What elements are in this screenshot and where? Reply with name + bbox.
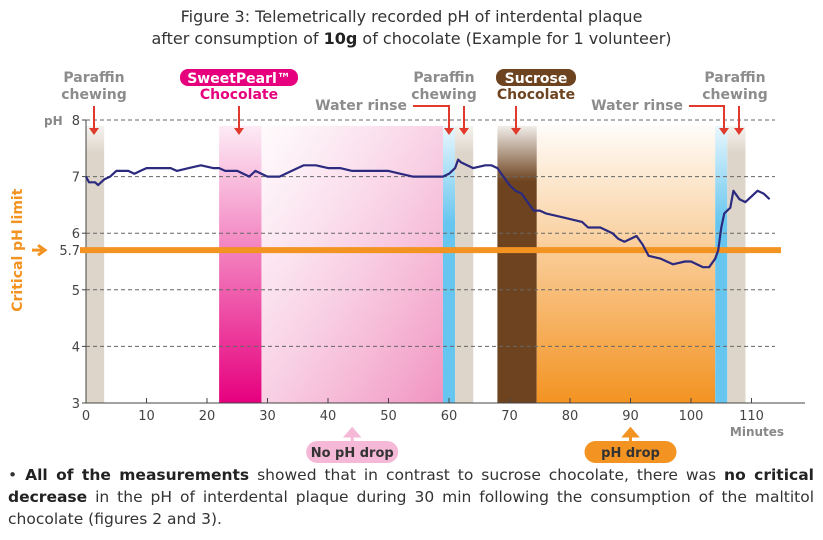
- arrow-head-icon: [734, 128, 744, 135]
- arrow-head-icon: [719, 128, 729, 135]
- no-ph-drop-label: No pH drop: [311, 446, 394, 461]
- ph-drop-label: pH drop: [601, 446, 660, 461]
- x-tick-label: 10: [138, 409, 155, 424]
- paraffin-label: Paraffin: [413, 70, 474, 86]
- x-tick-label: 0: [82, 409, 90, 424]
- paraffin-label: Paraffin: [63, 70, 124, 86]
- y-tick-label: 4: [72, 340, 80, 355]
- no-ph-drop-pill: [306, 441, 399, 463]
- critical-limit-label: Critical pH limit: [10, 188, 26, 311]
- x-tick-label: 90: [622, 409, 639, 424]
- y-tick-label: 3: [72, 397, 80, 412]
- ph-drop-pill: [584, 441, 677, 463]
- x-tick-label: 70: [501, 409, 518, 424]
- y-axis-label: pH: [44, 114, 63, 128]
- band-paraffin: [86, 126, 105, 403]
- sucrose-badge: [496, 69, 576, 86]
- sucrose-sub: Chocolate: [497, 87, 575, 103]
- sweetpearl-badge-text: SweetPearl™: [187, 71, 291, 87]
- water-rinse-label: Water rinse: [315, 98, 407, 114]
- arrow-head-icon: [459, 128, 469, 135]
- arrow-head-icon: [89, 128, 99, 135]
- title-line-1: Figure 3: Telemetrically recorded pH of …: [180, 7, 643, 26]
- x-tick-label: 80: [562, 409, 579, 424]
- band-paraffin: [455, 126, 474, 403]
- footnote: • All of the measurements showed that in…: [8, 464, 814, 530]
- y-tick-label: 7: [72, 171, 80, 186]
- y-tick-label: 8: [72, 114, 80, 129]
- note-bold-1: All of the measurements: [25, 466, 250, 484]
- ph-curve: [85, 158, 771, 269]
- arrow-right-icon: [32, 243, 48, 257]
- note-text-2: in the pH of interdental plaque during 3…: [8, 488, 814, 528]
- x-axis-label: Minutes: [730, 425, 784, 439]
- band-water: [442, 126, 456, 403]
- x-tick-label: 60: [441, 409, 458, 424]
- sweetpearl-sub: Chocolate: [200, 87, 278, 103]
- paraffin-label: chewing: [411, 87, 476, 103]
- water-rinse-label: Water rinse: [591, 98, 683, 114]
- x-tick-label: 50: [380, 409, 397, 424]
- arrow-head-icon: [511, 128, 521, 135]
- y-tick-label: 6: [72, 227, 80, 242]
- x-tick-label: 100: [679, 409, 704, 424]
- water-rinse-connector: [689, 105, 725, 128]
- water-rinse-connector: [413, 105, 450, 128]
- band-sweetpearl-after: [261, 126, 443, 403]
- critical-limit-value: 5.7: [59, 244, 80, 259]
- band-paraffin: [727, 126, 746, 403]
- band-water: [715, 126, 728, 403]
- x-tick-label: 20: [199, 409, 216, 424]
- bullet: •: [8, 466, 18, 484]
- arrow-head-icon: [444, 128, 454, 135]
- band-sucrose-after: [536, 126, 716, 403]
- x-tick-label: 40: [320, 409, 337, 424]
- title-line-2: after consumption of 10g of chocolate (E…: [0, 28, 823, 50]
- chart-title: Figure 3: Telemetrically recorded pH of …: [0, 6, 823, 50]
- note-bold-2: no critical decrease: [8, 466, 814, 506]
- ph-chart: 3 4 5 6 7 8 pH 0 10 20 30 40 50 60 70 80 90 100 110Minutes…: [10, 69, 805, 463]
- x-tick-label: 30: [259, 409, 276, 424]
- paraffin-label: chewing: [702, 87, 767, 103]
- x-tick-label: 110: [739, 409, 764, 424]
- title-text: after consumption of: [151, 29, 324, 48]
- title-bold: 10g: [323, 29, 358, 48]
- note-text-1: showed that in contrast to sucrose choco…: [249, 466, 725, 484]
- sweetpearl-badge: [180, 69, 298, 86]
- title-text: of chocolate (Example for 1 volunteer): [357, 29, 672, 48]
- band-sweetpearl: [219, 126, 262, 403]
- sucrose-badge-text: Sucrose: [505, 71, 568, 87]
- arrow-head-icon: [234, 128, 244, 135]
- y-tick-label: 5: [72, 284, 80, 299]
- band-sucrose: [497, 126, 537, 403]
- paraffin-label: chewing: [61, 87, 126, 103]
- paraffin-label: Paraffin: [704, 70, 765, 86]
